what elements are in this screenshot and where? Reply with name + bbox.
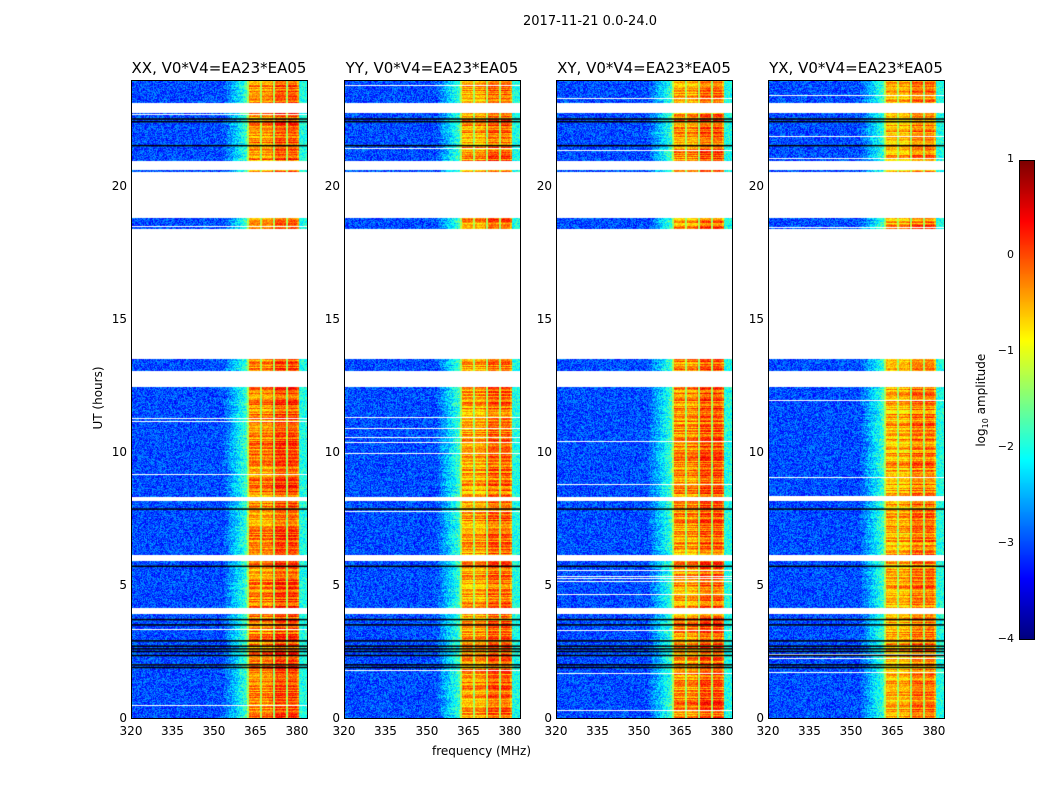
y-tick-label: 0 <box>544 711 552 725</box>
spectrogram-panel <box>556 80 733 719</box>
colorbar-tick-label: −3 <box>997 536 1014 549</box>
y-tick-label: 0 <box>756 711 764 725</box>
figure-title: 2017-11-21 0.0-24.0 <box>523 14 657 29</box>
x-tick-label: 380 <box>285 724 309 738</box>
y-tick-label: 15 <box>324 311 340 326</box>
colorbar-tick-label: 1 <box>1007 152 1014 165</box>
spectrogram-panel <box>768 80 945 719</box>
y-tick-label: 10 <box>536 444 552 459</box>
y-tick-label: 20 <box>536 178 552 193</box>
x-tick-label: 350 <box>627 724 651 738</box>
colorbar-tick-label: −4 <box>997 632 1014 645</box>
x-tick-label: 350 <box>415 724 439 738</box>
y-tick-label: 15 <box>748 311 764 326</box>
panel-title: YY, V0*V4=EA23*EA05 <box>345 59 519 77</box>
spectrogram-image <box>769 81 944 718</box>
colorbar-tick-label: −1 <box>997 344 1014 357</box>
y-tick-label: 0 <box>332 711 340 725</box>
panel-title: XX, V0*V4=EA23*EA05 <box>131 59 307 77</box>
x-tick-label: 380 <box>498 724 522 738</box>
x-tick-label: 335 <box>798 724 821 738</box>
y-tick-label: 10 <box>748 444 764 459</box>
x-tick-label: 350 <box>202 724 226 738</box>
x-tick-label: 335 <box>586 724 609 738</box>
y-tick-label: 15 <box>536 311 552 326</box>
x-tick-label: 365 <box>881 724 904 738</box>
y-tick-label: 20 <box>111 178 127 193</box>
x-tick-label: 335 <box>161 724 184 738</box>
y-axis-label: UT (hours) <box>91 366 105 430</box>
spectrogram-image <box>132 81 307 718</box>
y-tick-label: 10 <box>111 444 127 459</box>
x-tick-label: 350 <box>839 724 863 738</box>
x-tick-label: 365 <box>669 724 692 738</box>
x-axis-label: frequency (MHz) <box>432 744 532 758</box>
colorbar-tick-label: −2 <box>997 440 1014 453</box>
spectrogram-image <box>557 81 732 718</box>
x-tick-label: 335 <box>374 724 397 738</box>
panel-title: YX, V0*V4=EA23*EA05 <box>769 59 943 77</box>
y-tick-label: 5 <box>544 577 552 592</box>
spectrogram-panel <box>131 80 308 719</box>
y-tick-label: 5 <box>756 577 764 592</box>
y-tick-label: 0 <box>119 711 127 725</box>
colorbar <box>1019 160 1035 640</box>
x-tick-label: 320 <box>119 724 143 738</box>
x-tick-label: 380 <box>922 724 946 738</box>
colorbar-label: log10 amplitude <box>973 353 991 447</box>
x-tick-label: 365 <box>457 724 480 738</box>
panel-title: XY, V0*V4=EA23*EA05 <box>557 59 731 77</box>
y-tick-label: 5 <box>119 577 127 592</box>
spectrogram-image <box>345 81 520 718</box>
x-tick-label: 320 <box>332 724 356 738</box>
colorbar-tick-label: 0 <box>1007 248 1014 261</box>
x-tick-label: 380 <box>710 724 734 738</box>
y-tick-label: 20 <box>748 178 764 193</box>
x-tick-label: 320 <box>756 724 780 738</box>
colorbar-gradient <box>1020 161 1034 639</box>
y-tick-label: 15 <box>111 311 127 326</box>
x-tick-label: 365 <box>244 724 267 738</box>
spectrogram-panel <box>344 80 521 719</box>
y-tick-label: 20 <box>324 178 340 193</box>
x-tick-label: 320 <box>544 724 568 738</box>
y-tick-label: 10 <box>324 444 340 459</box>
y-tick-label: 5 <box>332 577 340 592</box>
